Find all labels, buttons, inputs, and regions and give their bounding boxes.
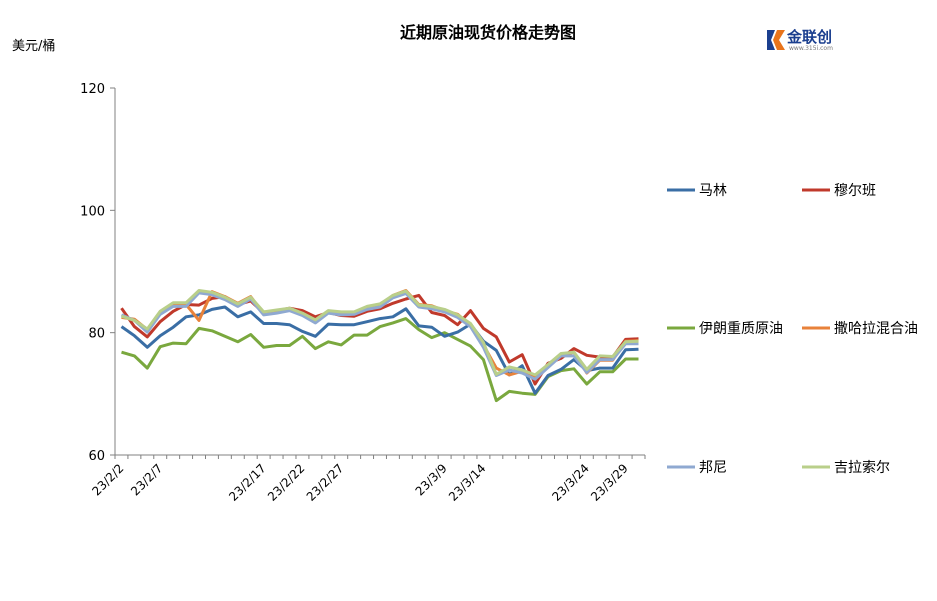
- x-tick-label: 23/3/29: [588, 461, 631, 504]
- y-tick-label: 80: [88, 327, 105, 342]
- series-lines: [120, 289, 639, 403]
- y-axis-unit-label: 美元/桶: [12, 39, 55, 54]
- x-tick-label: 23/3/9: [413, 461, 450, 498]
- legend-label: 穆尔班: [834, 183, 876, 199]
- x-tick-label: 23/2/7: [128, 461, 165, 498]
- legend-label: 马林: [699, 183, 727, 199]
- series-line-5: [121, 289, 639, 377]
- y-tick-label: 120: [80, 82, 105, 97]
- chart-title: 近期原油现货价格走势图: [400, 23, 576, 42]
- legend-label: 邦尼: [699, 460, 727, 476]
- y-tick-label: 100: [80, 204, 105, 219]
- x-tick-label: 23/2/2: [89, 461, 126, 498]
- logo-url: www.315i.com: [789, 45, 833, 52]
- logo-name: 金联创: [787, 28, 833, 46]
- x-tick-label: 23/2/17: [226, 461, 269, 504]
- series-line-0: [120, 305, 639, 395]
- x-tick-label: 23/2/27: [304, 461, 347, 504]
- x-tick-label: 23/3/24: [549, 461, 592, 504]
- logo-mark-icon: [767, 30, 785, 50]
- legend-label: 伊朗重质原油: [699, 321, 783, 337]
- series-line-4: [120, 291, 639, 381]
- x-tick-label: 23/3/14: [446, 461, 489, 504]
- brand-logo: 金联创 www.315i.com: [765, 24, 855, 54]
- legend-label: 吉拉索尔: [834, 459, 890, 476]
- legend-label: 撒哈拉混合油: [834, 321, 918, 337]
- x-tick-label: 23/2/22: [265, 461, 308, 504]
- y-tick-label: 60: [88, 449, 105, 464]
- axes: 60 80 100 120 23/2/2 23/2/7 23/2/1723/2/2223/2…: [80, 82, 646, 504]
